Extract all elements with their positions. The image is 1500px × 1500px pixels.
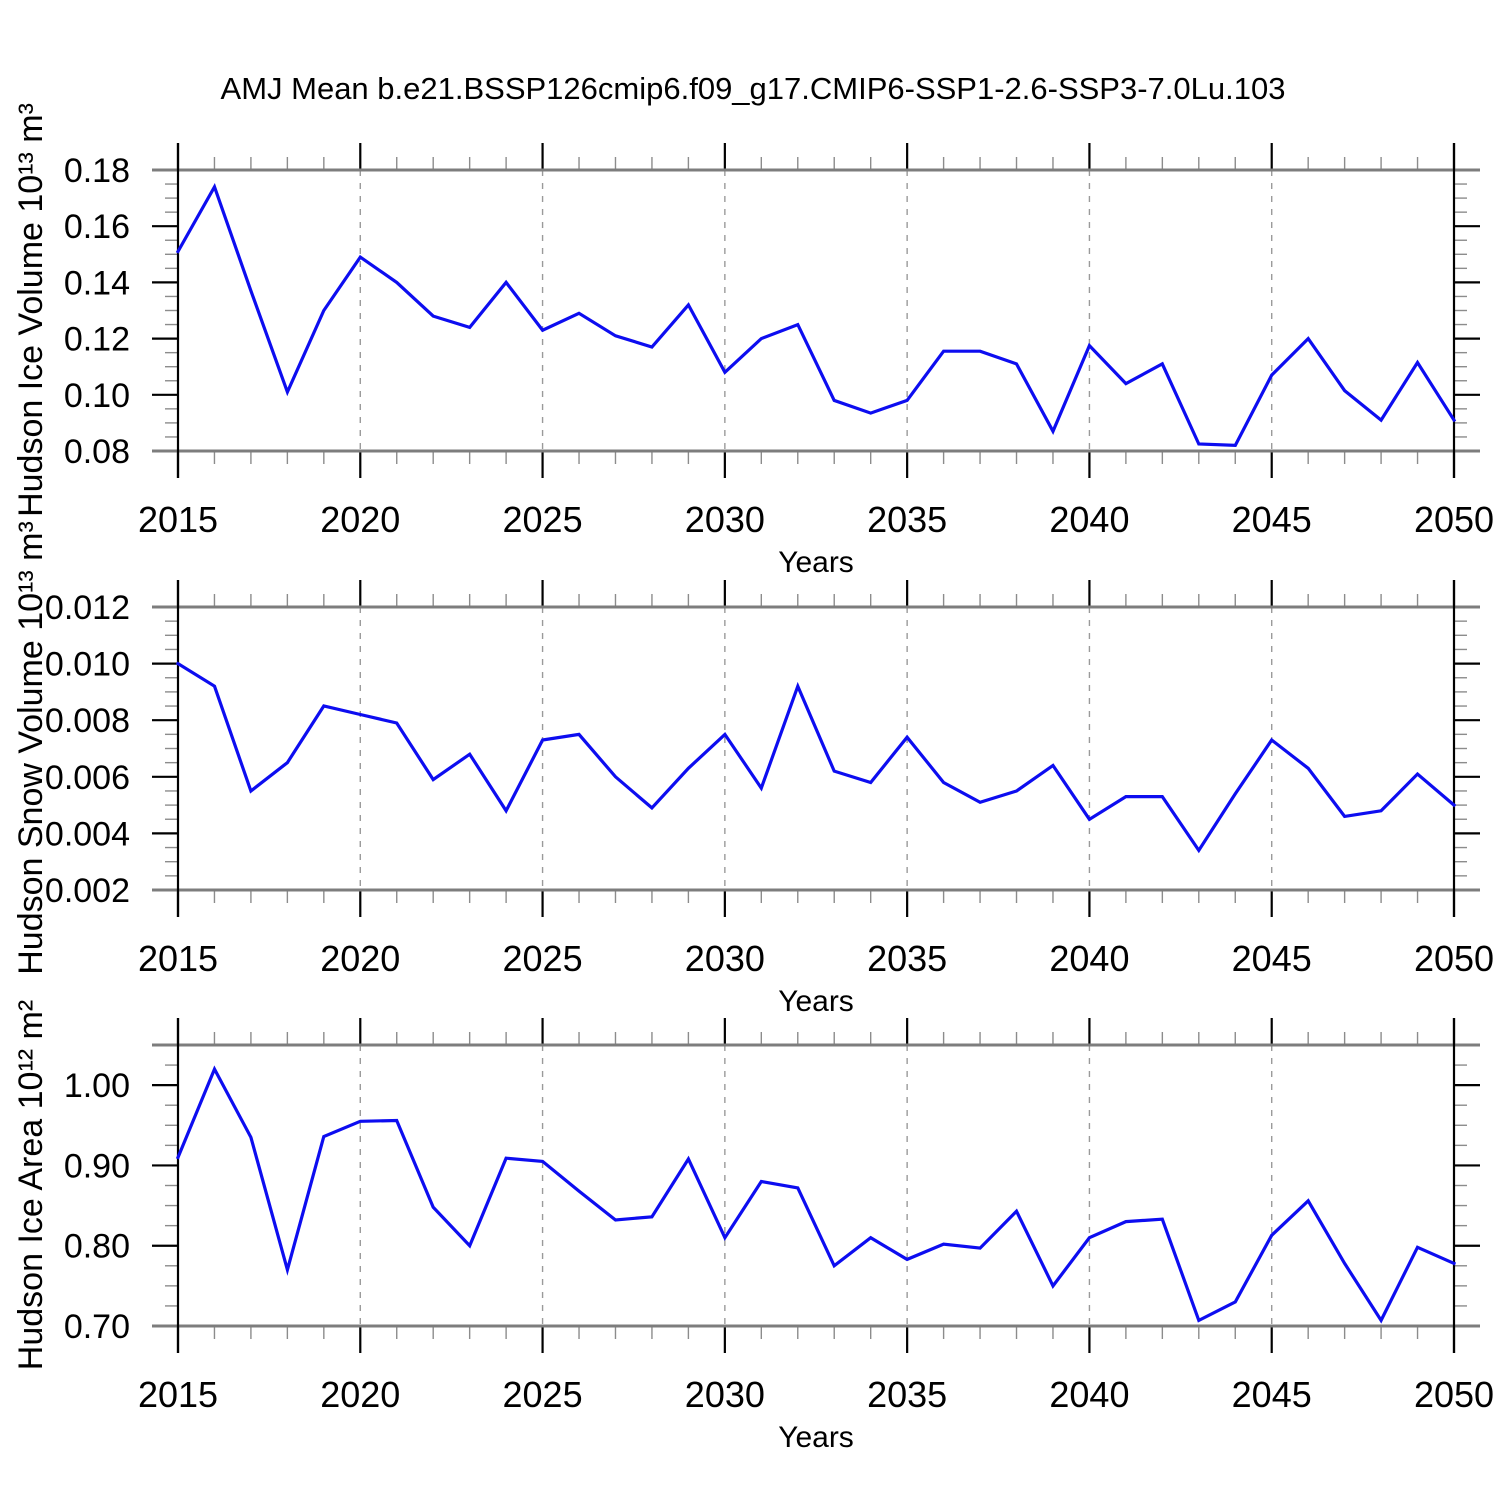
plot-area-ice-area: 0.70 0.80 0.90 1.00 2015 2020 2025 2030 2035 2040… [64,1018,1494,1415]
y-tick-label: 0.008 [45,702,130,740]
x-tick-label: 2020 [320,1374,400,1415]
panel-hudson-ice-volume: Hudson Ice Volume 10¹³ m³ Years 0.08 0.10… [12,103,1494,579]
y-tick-label: 0.90 [64,1147,130,1185]
y-tick-label: 0.10 [64,377,130,415]
y-tick-label: 0.12 [64,321,130,359]
y-tick-label: 0.010 [45,646,130,684]
x-tick-label: 2045 [1232,1374,1312,1415]
x-tick-label: 2025 [503,938,583,979]
y-tick-label: 0.16 [64,208,130,246]
data-line-hudson-snow-volume [175,661,1457,854]
x-tick-label: 2030 [685,938,765,979]
plot-area-ice-volume: 0.08 0.10 0.12 0.14 0.16 0.18 2015 2020 2025 2030… [64,143,1494,540]
y-tick-label: 0.012 [45,589,130,627]
x-tick-label: 2035 [867,499,947,540]
data-line-hudson-ice-volume [175,183,1457,448]
x-tick-label: 2015 [138,499,218,540]
x-axis-label-years-top: Years [778,546,854,579]
figure-title: AMJ Mean b.e21.BSSP126cmip6.f09_g17.CMIP… [221,71,1286,106]
plot-area-snow-volume: 0.002 0.004 0.006 0.008 0.010 0.012 2015 2020 20… [45,580,1494,979]
x-tick-label: 2015 [138,1374,218,1415]
x-tick-label: 2020 [320,938,400,979]
x-tick-label: 2040 [1049,938,1129,979]
x-tick-label: 2025 [503,1374,583,1415]
y-tick-label: 0.70 [64,1308,130,1346]
y-tick-label: 0.08 [64,433,130,471]
x-tick-label: 2050 [1414,1374,1494,1415]
x-axis-label-years-middle: Years [778,985,854,1018]
panel-hudson-snow-volume: Hudson Snow Volume 10¹³ m³ Years 0.0020.… [12,521,1494,1018]
x-tick-label: 2040 [1049,499,1129,540]
y-tick-label: 0.18 [64,152,130,190]
x-tick-label: 2050 [1414,499,1494,540]
x-tick-label: 2045 [1232,499,1312,540]
y-tick-label: 0.002 [45,872,130,910]
x-tick-label: 2035 [867,1374,947,1415]
panel-hudson-ice-area: Hudson Ice Area 10¹² m² Years 0.700.800.… [12,1000,1494,1454]
x-tick-label: 2045 [1232,938,1312,979]
x-tick-label: 2030 [685,499,765,540]
x-tick-label: 2035 [867,938,947,979]
y-tick-label: 0.14 [64,264,130,302]
x-tick-label: 2040 [1049,1374,1129,1415]
y-tick-label: 0.80 [64,1228,130,1266]
y-axis-label-ice-area: Hudson Ice Area 10¹² m² [12,1000,50,1370]
x-tick-label: 2015 [138,938,218,979]
x-axis-label-years-bottom: Years [778,1421,854,1454]
x-tick-label: 2030 [685,1374,765,1415]
x-tick-label: 2025 [503,499,583,540]
y-tick-label: 1.00 [64,1067,130,1105]
data-line-hudson-ice-area [175,1065,1457,1324]
x-tick-label: 2050 [1414,938,1494,979]
y-tick-label: 0.004 [45,815,130,853]
y-axis-label-snow-volume: Hudson Snow Volume 10¹³ m³ [12,521,50,975]
y-tick-label: 0.006 [45,759,130,797]
y-axis-label-ice-volume: Hudson Ice Volume 10¹³ m³ [12,103,50,517]
x-tick-label: 2020 [320,499,400,540]
